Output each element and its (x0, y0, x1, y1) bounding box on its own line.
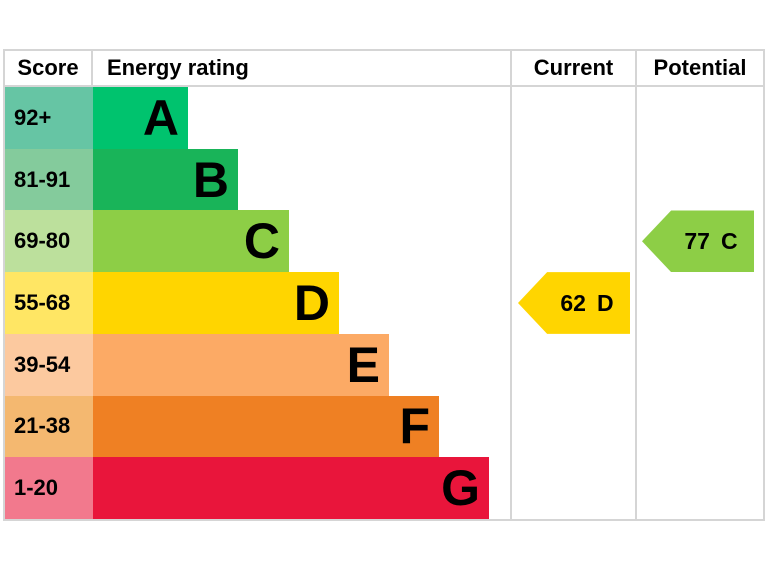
current-rating-cell: 62 D (512, 272, 637, 334)
current-rating-cell (512, 210, 637, 273)
energy-rating-cell: A (93, 87, 512, 149)
energy-rating-chart: Score Energy rating Current Potential 92… (3, 49, 765, 521)
potential-rating-cell (637, 149, 763, 211)
current-column-header: Current (512, 51, 637, 85)
band-bar: C (93, 210, 289, 273)
band-row-b: 81-91 B (5, 148, 763, 211)
current-rating-band: D (596, 289, 614, 316)
band-letter: C (243, 213, 280, 270)
current-rating-cell (512, 457, 637, 520)
band-row-a: 92+ A (5, 87, 763, 149)
score-range-label: 55-68 (5, 272, 93, 334)
band-letter: B (192, 151, 229, 208)
score-range-label: 69-80 (5, 210, 93, 273)
energy-rating-cell: C (93, 210, 512, 273)
energy-rating-column-header: Energy rating (93, 51, 512, 85)
current-rating-cell (512, 395, 637, 458)
score-range-label: 92+ (5, 87, 93, 149)
band-bar: B (93, 148, 238, 211)
band-letter: G (441, 460, 480, 517)
band-bar: F (93, 395, 439, 458)
potential-rating-cell (637, 87, 763, 149)
band-row-d: 55-68 D 62 D (5, 272, 763, 334)
potential-rating-cell (637, 457, 763, 519)
score-range-label: 21-38 (5, 395, 93, 458)
potential-column-header: Potential (653, 55, 747, 80)
potential-rating-value: 77 (684, 227, 710, 254)
potential-rating-cell: 77 C (637, 210, 763, 273)
chart-header-row: Score Energy rating Current Potential (5, 51, 763, 87)
band-bar: G (93, 457, 489, 520)
score-range-label: 81-91 (5, 148, 93, 211)
potential-rating-band: C (720, 227, 738, 254)
potential-rating-arrow: 77 C (642, 210, 754, 273)
score-range-label: 39-54 (5, 333, 93, 396)
band-row-e: 39-54 E (5, 333, 763, 396)
score-column-header: Score (5, 51, 93, 85)
current-rating-cell (512, 87, 637, 149)
energy-rating-cell: D (93, 272, 512, 334)
band-bar: A (93, 87, 188, 149)
band-letter: D (293, 275, 330, 332)
energy-rating-cell: B (93, 148, 512, 211)
band-row-g: 1-20 G (5, 457, 763, 520)
current-rating-cell (512, 333, 637, 396)
band-letter: A (142, 89, 179, 146)
band-letter: E (346, 336, 380, 393)
energy-rating-cell: F (93, 395, 512, 458)
band-bar: D (93, 272, 339, 334)
energy-rating-cell: E (93, 333, 512, 396)
potential-rating-cell (637, 396, 763, 458)
current-rating-cell (512, 148, 637, 211)
current-rating-value: 62 (560, 289, 586, 316)
potential-rating-cell (637, 272, 763, 334)
band-row-f: 21-38 F (5, 395, 763, 458)
band-letter: F (399, 398, 430, 455)
band-row-c: 69-80 C 77 C (5, 210, 763, 273)
energy-rating-cell: G (93, 457, 512, 520)
band-bar: E (93, 333, 389, 396)
current-rating-arrow: 62 D (518, 272, 630, 334)
score-range-label: 1-20 (5, 457, 93, 520)
band-rows: 92+ A 81-91 B 69-80 C 77 C 55-68 D (5, 87, 763, 520)
potential-rating-cell (637, 334, 763, 396)
